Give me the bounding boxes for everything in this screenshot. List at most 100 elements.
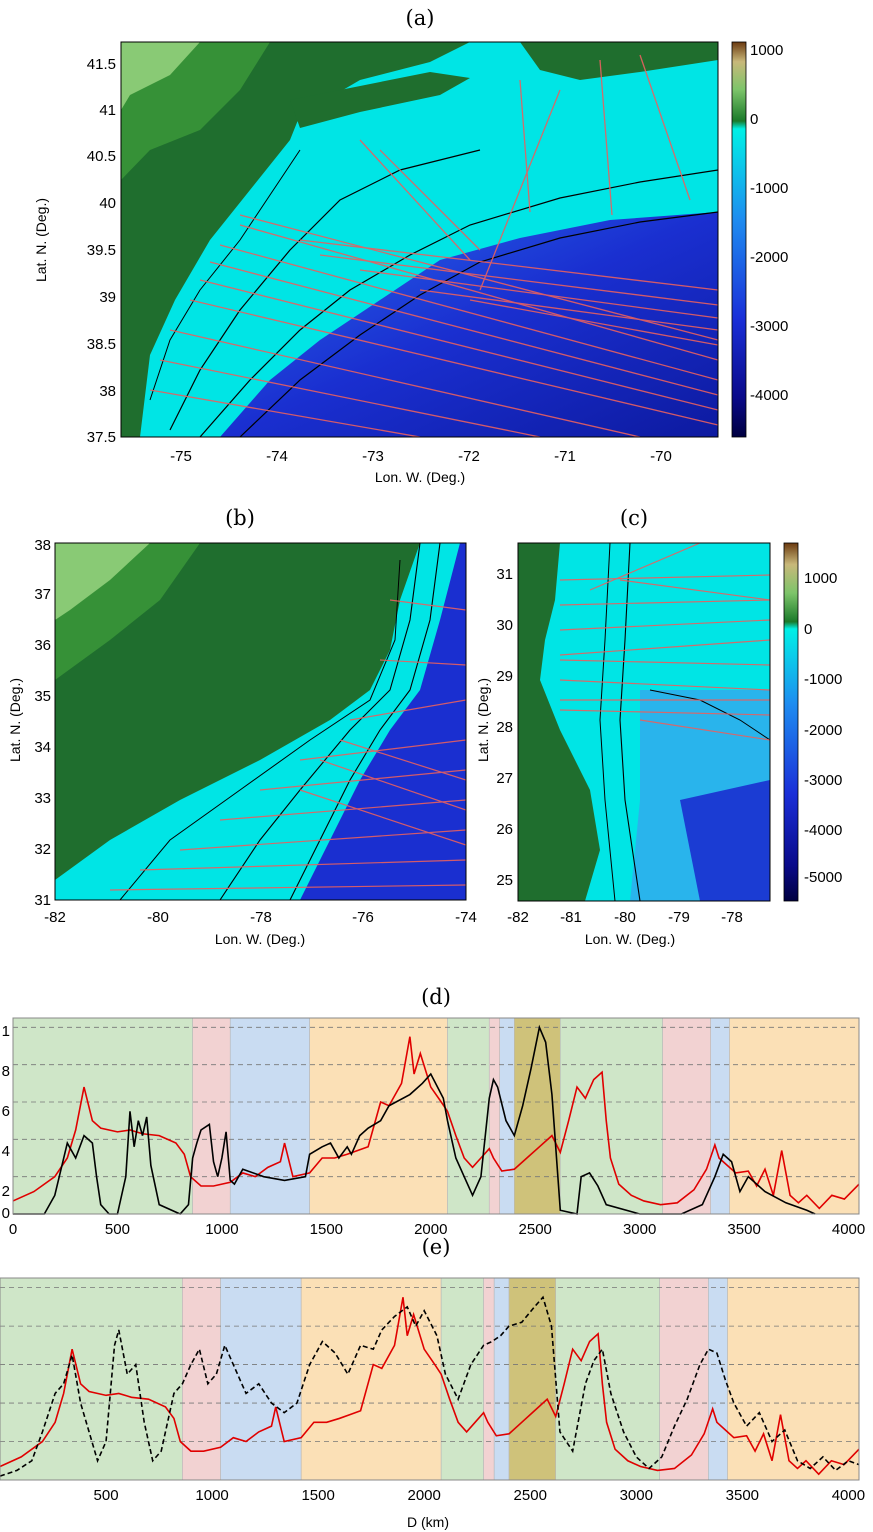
panel-c-ship-tracks [559, 543, 770, 741]
region-band [559, 1017, 663, 1215]
panel-e-xlabel: D (km) [407, 1514, 449, 1530]
panel-d-line-chart: (d) 0 500 1000 1500 2000 2500 3000 3500 4000 1 8… [2, 985, 866, 1238]
panel-b-map: (b) -82 -80 -78 -76 -74 31 [7, 506, 477, 947]
panel-c-x-ticks: -82 -81 -80 -79 -78 [507, 909, 743, 926]
region-band [659, 1277, 709, 1481]
panel-a-map: (a) -75 -74 [33, 6, 788, 485]
x-tick-label: 500 [105, 1221, 130, 1238]
region-band [192, 1017, 231, 1215]
x-tick-label: 3000 [623, 1221, 656, 1238]
x-tick-label: 1000 [195, 1487, 228, 1504]
panel-e-x-ticks: 500 1000 1500 2000 2500 3000 3500 4000 [94, 1487, 866, 1504]
panel-c-ytick: 29 [496, 668, 513, 685]
region-band [662, 1017, 711, 1215]
x-tick-label: 0 [9, 1221, 17, 1238]
panel-a-xlabel: Lon. W. (Deg.) [375, 469, 465, 485]
panel-a-contour-100 [199, 169, 718, 437]
panel-c-florida [518, 543, 600, 901]
panel-c-contour-1000 [649, 689, 770, 741]
panel-d-ytick: 1 [2, 1023, 10, 1040]
panel-b-label: (b) [225, 506, 255, 530]
x-tick-label: 3500 [726, 1487, 759, 1504]
panel-c-contour-50 [599, 543, 616, 901]
panel-a-ytick: 39.5 [87, 242, 116, 259]
x-tick-label: 2000 [408, 1487, 441, 1504]
panel-a-ytick: 40.5 [87, 148, 116, 165]
panel-c-xlabel: Lon. W. (Deg.) [585, 931, 675, 947]
panel-b-x-ticks: -82 -80 -78 -76 -74 [44, 909, 477, 926]
region-band [0, 1277, 183, 1481]
region-band [309, 1017, 448, 1215]
x-tick-label: 2500 [514, 1487, 547, 1504]
region-band [488, 1017, 501, 1215]
x-tick-label: 4000 [832, 1487, 865, 1504]
x-tick-label: 2500 [519, 1221, 552, 1238]
panel-b-ytick: 34 [34, 739, 51, 756]
panel-c-deep [680, 780, 770, 901]
panel-e-gridlines [0, 1287, 859, 1442]
region-band [300, 1277, 442, 1481]
x-tick-label: 2000 [414, 1221, 447, 1238]
panel-e-series [0, 1295, 860, 1477]
colorbar-tick: -1000 [750, 180, 788, 197]
panel-d-ytick: 8 [2, 1063, 10, 1080]
panel-b-contour-100 [219, 543, 421, 900]
panel-b-ytick: 36 [34, 637, 51, 654]
panel-c-ytick: 28 [496, 719, 513, 736]
colorbar-tick: -5000 [804, 869, 842, 886]
panel-a-land [121, 42, 470, 437]
panel-d-ytick: 0 [2, 1205, 10, 1222]
x-tick-label: 1000 [205, 1221, 238, 1238]
panel-c-ytick: 30 [496, 617, 513, 634]
panel-d-x-ticks: 0 500 1000 1500 2000 2500 3000 3500 4000 [9, 1221, 865, 1238]
panel-d-y-ticks: 1 8 6 4 2 0 [2, 1023, 10, 1222]
panel-a-ytick: 37.5 [87, 429, 116, 446]
panel-d-ytick: 2 [2, 1183, 10, 1200]
panel-b-deep [300, 543, 466, 900]
panel-e-line-chart: (e) 500 1000 1500 2000 2500 3000 3500 4000 D (k… [0, 1235, 865, 1530]
panel-a-contour-500 [239, 211, 718, 437]
panel-b-xtick: -78 [250, 909, 272, 926]
colorbar-tick: 0 [804, 621, 812, 638]
panel-c-y-ticks: 25 26 27 28 29 30 31 [496, 566, 513, 889]
panel-a-xtick: -75 [170, 448, 192, 465]
region-band [493, 1277, 510, 1481]
panel-c-ytick: 26 [496, 821, 513, 838]
colorbar-tick: -2000 [750, 249, 788, 266]
x-tick-label: 4000 [832, 1221, 865, 1238]
panel-c-colorbar-ticks: 1000 0 -1000 -2000 -3000 -4000 -5000 [804, 570, 842, 886]
colorbar-tick: -3000 [804, 772, 842, 789]
panel-c-xtick: -81 [560, 909, 582, 926]
region-band [220, 1277, 302, 1481]
panel-a-ytick: 40 [99, 195, 116, 212]
colorbar-tick: -4000 [750, 387, 788, 404]
panel-a-label: (a) [406, 6, 435, 30]
panel-a-ytick: 38.5 [87, 336, 116, 353]
panel-a-xtick: -74 [266, 448, 288, 465]
panel-c-contour-500 [619, 543, 641, 901]
panel-d-gridlines [13, 1026, 859, 1178]
region-band [727, 1277, 860, 1481]
colorbar-tick: -4000 [804, 822, 842, 839]
panel-c-ytick: 25 [496, 872, 513, 889]
series-line-black [13, 1024, 816, 1215]
series-line-red [12, 1036, 860, 1210]
panel-a-ship-tracks [149, 54, 718, 437]
panel-b-xtick: -82 [44, 909, 66, 926]
colorbar-tick: 1000 [750, 42, 783, 59]
series-line-black-dashed [0, 1295, 860, 1477]
colorbar-tick: -2000 [804, 722, 842, 739]
panel-b-frame [54, 542, 467, 901]
region-band [499, 1017, 515, 1215]
panel-a-frame [120, 41, 719, 438]
panel-d-label: (d) [421, 985, 451, 1009]
panel-b-ship-tracks [109, 599, 466, 891]
panel-d-series [12, 1024, 860, 1215]
panel-c-ytick: 31 [496, 566, 513, 583]
region-band [729, 1017, 860, 1215]
series-line-red [0, 1297, 860, 1476]
colorbar-tick: 0 [750, 111, 758, 128]
panel-d-ytick: 6 [2, 1103, 10, 1120]
panel-b-ytick: 32 [34, 841, 51, 858]
